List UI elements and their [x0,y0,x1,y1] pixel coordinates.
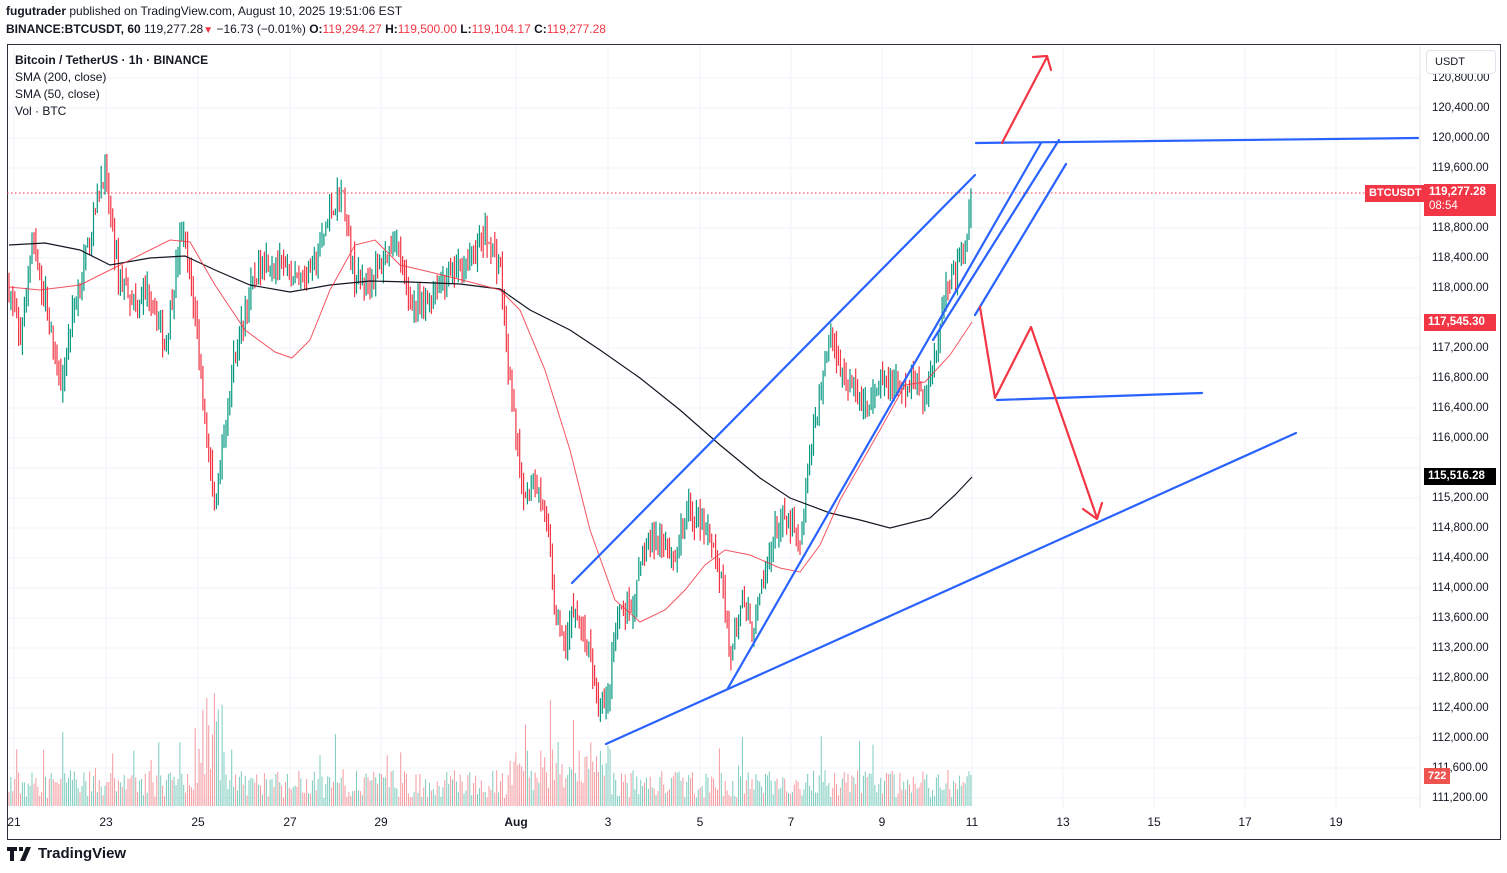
open-value: 119,294.27 [322,22,382,36]
time-axis-label: 25 [191,815,205,829]
bullish-arrow[interactable] [1000,55,1049,145]
last-price-value: 119,277.28 [1429,186,1486,198]
publication-info: fugutrader published on TradingView.com,… [6,4,402,19]
time-axis-label: 5 [696,815,704,829]
last-price-tag: 119,277.28 08:54 [1424,184,1496,216]
price-axis-label: 112,000.00 [1432,732,1489,744]
price-axis-label: 120,000.00 [1432,132,1490,144]
horizontal-level-line[interactable] [995,391,1204,402]
parallel-line-1[interactable] [931,138,1061,342]
grid-lines [8,46,1421,808]
time-axis-label: 11 [965,815,979,829]
arrow-head-up-icon [1031,54,1053,72]
symbol-ohlc-line: BINANCE:BTCUSDT, 60 119,277.28▼ −16.73 (… [6,22,606,38]
price-axis-label: 116,000.00 [1432,432,1489,444]
steep-support-line[interactable] [726,141,1043,690]
price-axis-label: 113,600.00 [1432,612,1489,624]
price-axis-label: 115,200.00 [1432,492,1489,504]
price-axis-label: 118,800.00 [1432,222,1489,234]
bearish-zigzag-arrow[interactable] [978,305,1099,520]
time-axis-label: 17 [1238,815,1252,829]
time-axis-label: 13 [1056,815,1070,829]
legend-volume[interactable]: Vol · BTC [15,104,67,118]
high-value: 119,500.00 [397,22,457,36]
time-axis-label: 27 [283,815,297,829]
low-value: 119,104.17 [471,22,531,36]
time-axis-label: 3 [604,815,612,829]
price-axis-label: 114,400.00 [1432,552,1489,564]
chart-legend: Bitcoin / TetherUS · 1h · BINANCE SMA (2… [15,52,208,120]
logo-text: TradingView [38,845,127,862]
candlesticks [8,154,972,722]
close-value: 119,277.28 [546,22,606,36]
low-label: L: [460,22,472,36]
chart-frame[interactable] [7,44,1501,840]
symbol-ticker: BINANCE:BTCUSDT, 60 [6,22,141,36]
price-axis-label: 120,800.00 [1432,72,1490,84]
time-axis-label: 21 [7,815,21,829]
time-axis-label: 19 [1329,815,1343,829]
author-name[interactable]: fugutrader [6,4,66,18]
time-axis-label: 23 [99,815,113,829]
channel-upper-line[interactable] [570,173,977,585]
projection-arrows[interactable] [978,54,1104,521]
price-axis-label: 119,600.00 [1432,162,1489,174]
sma50-line [8,239,973,623]
arrow-head-down-icon [1081,501,1104,521]
price-axis-label: 114,800.00 [1432,522,1489,534]
high-label: H: [385,22,398,36]
resistance-120k-line[interactable] [974,136,1420,145]
bar-countdown: 08:54 [1429,200,1458,212]
currency-button[interactable]: USDT [1426,50,1496,74]
price-axis-label: 112,400.00 [1432,702,1489,714]
volume-bars [8,693,972,806]
price-change: −16.73 (−0.01%) [216,22,306,36]
price-axis-label: 113,200.00 [1432,642,1489,654]
sma200-tag: 115,516.28 [1424,468,1496,485]
price-axis-label: 120,400.00 [1432,102,1490,114]
time-axis-label: 7 [787,815,795,829]
price-axis-label: 111,200.00 [1432,792,1488,804]
time-axis-label: 29 [374,815,388,829]
sma200-line [8,242,973,529]
trendline-drawings[interactable] [570,136,1420,746]
time-axis-label: 15 [1147,815,1161,829]
volume-tag: 722 [1424,768,1451,784]
tradingview-logo[interactable]: TradingView [7,845,126,862]
parallel-line-2[interactable] [973,162,1068,317]
symbol-tag: BTCUSDT [1365,185,1426,202]
legend-sma50[interactable]: SMA (50, close) [15,87,100,101]
legend-sma200[interactable]: SMA (200, close) [15,70,107,84]
last-price: 119,277.28 [144,22,204,36]
sma50-tag: 117,545.30 [1424,314,1496,331]
price-axis-label: 112,800.00 [1432,672,1489,684]
publication-text: published on TradingView.com, August 10,… [69,4,403,18]
price-axis-label: 114,000.00 [1432,582,1489,594]
price-axis-label: 116,400.00 [1432,402,1489,414]
price-axis-label: 117,200.00 [1432,342,1489,354]
price-axis-label: 118,400.00 [1432,252,1489,264]
triangle-down-icon: ▼ [203,25,214,36]
close-label: C: [534,22,547,36]
time-axis-label: 9 [878,815,886,829]
price-axis-label: 116,800.00 [1432,372,1489,384]
tradingview-logo-icon [7,846,31,861]
time-axis-label: Aug [504,815,528,829]
price-axis-label: 118,000.00 [1432,282,1489,294]
open-label: O: [309,22,323,36]
rising-support-line[interactable] [604,431,1298,746]
legend-title[interactable]: Bitcoin / TetherUS · 1h · BINANCE [15,53,209,67]
